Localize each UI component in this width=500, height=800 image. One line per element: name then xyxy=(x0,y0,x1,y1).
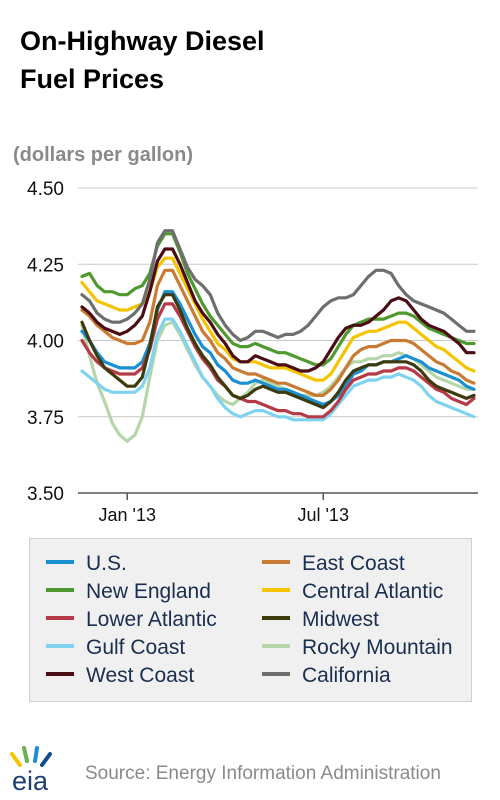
chart-legend: U.S. East Coast New England Central Atlanti… xyxy=(29,538,472,702)
chart-title-line-2: Fuel Prices xyxy=(20,64,165,94)
legend-swatch xyxy=(262,644,290,649)
legend-swatch xyxy=(46,560,74,565)
y-tick-label: 3.50 xyxy=(27,484,64,505)
legend-swatch xyxy=(262,616,290,621)
legend-item: East Coast xyxy=(262,550,405,578)
legend-row: Gulf Coast Rocky Mountain xyxy=(46,634,471,662)
legend-label: Gulf Coast xyxy=(86,636,186,659)
legend-row: Lower Atlantic Midwest xyxy=(46,606,471,634)
series-line-california xyxy=(80,229,476,343)
legend-item: West Coast xyxy=(46,662,194,690)
legend-item: Gulf Coast xyxy=(46,634,185,662)
source-note: Source: Energy Information Administratio… xyxy=(85,763,441,784)
x-tick-label: Jan '13 xyxy=(98,505,155,525)
unit-label: (dollars per gallon) xyxy=(13,144,194,166)
legend-swatch xyxy=(262,560,290,565)
legend-label: East Coast xyxy=(302,552,405,575)
legend-label: Lower Atlantic xyxy=(86,608,217,631)
legend-label: Rocky Mountain xyxy=(302,636,453,659)
legend-row: New England Central Atlantic xyxy=(46,578,471,606)
legend-label: U.S. xyxy=(86,552,127,575)
y-tick-label: 4.00 xyxy=(27,332,64,353)
legend-swatch xyxy=(46,616,74,621)
legend-item: Lower Atlantic xyxy=(46,606,217,634)
series-line-u-s xyxy=(80,290,476,407)
legend-swatch xyxy=(46,644,74,649)
legend-item: California xyxy=(262,662,391,690)
series-line-midwest xyxy=(80,293,476,410)
legend-label: Central Atlantic xyxy=(302,580,444,603)
legend-swatch xyxy=(46,588,74,593)
series-line-new-england xyxy=(80,232,476,367)
line-chart: 3.50 3.75 4.00 4.25 4.50 Jan '13 Jul '13 xyxy=(27,179,478,525)
eia-logo-rays-icon xyxy=(10,746,52,767)
x-tick-label: Jul '13 xyxy=(297,505,348,525)
legend-item: New England xyxy=(46,578,211,606)
legend-label: California xyxy=(302,664,391,687)
footer: eia Source: Energy Information Administr… xyxy=(0,745,500,800)
legend-row: West Coast California xyxy=(46,662,471,690)
y-tick-label: 3.75 xyxy=(27,408,64,429)
legend-item: Rocky Mountain xyxy=(262,634,453,662)
legend-label: New England xyxy=(86,580,211,603)
eia-logo-text: eia xyxy=(12,766,49,795)
legend-item: U.S. xyxy=(46,550,127,578)
chart-title: On-Highway Diesel Fuel Prices xyxy=(20,22,480,98)
series-line-gulf-coast xyxy=(80,317,476,422)
series-line-west-coast xyxy=(80,247,476,373)
legend-swatch xyxy=(46,672,74,677)
legend-item: Central Atlantic xyxy=(262,578,443,606)
legend-label: West Coast xyxy=(86,664,195,687)
legend-label: Midwest xyxy=(302,608,380,631)
legend-item: Midwest xyxy=(262,606,379,634)
legend-swatch xyxy=(262,588,290,593)
eia-logo: eia xyxy=(10,746,52,795)
series-line-east-coast xyxy=(80,268,476,397)
y-tick-label: 4.25 xyxy=(27,255,64,276)
chart-title-line-1: On-Highway Diesel xyxy=(20,26,265,56)
legend-swatch xyxy=(262,672,290,677)
y-tick-label: 4.50 xyxy=(27,179,64,200)
legend-row: U.S. East Coast xyxy=(46,550,471,578)
